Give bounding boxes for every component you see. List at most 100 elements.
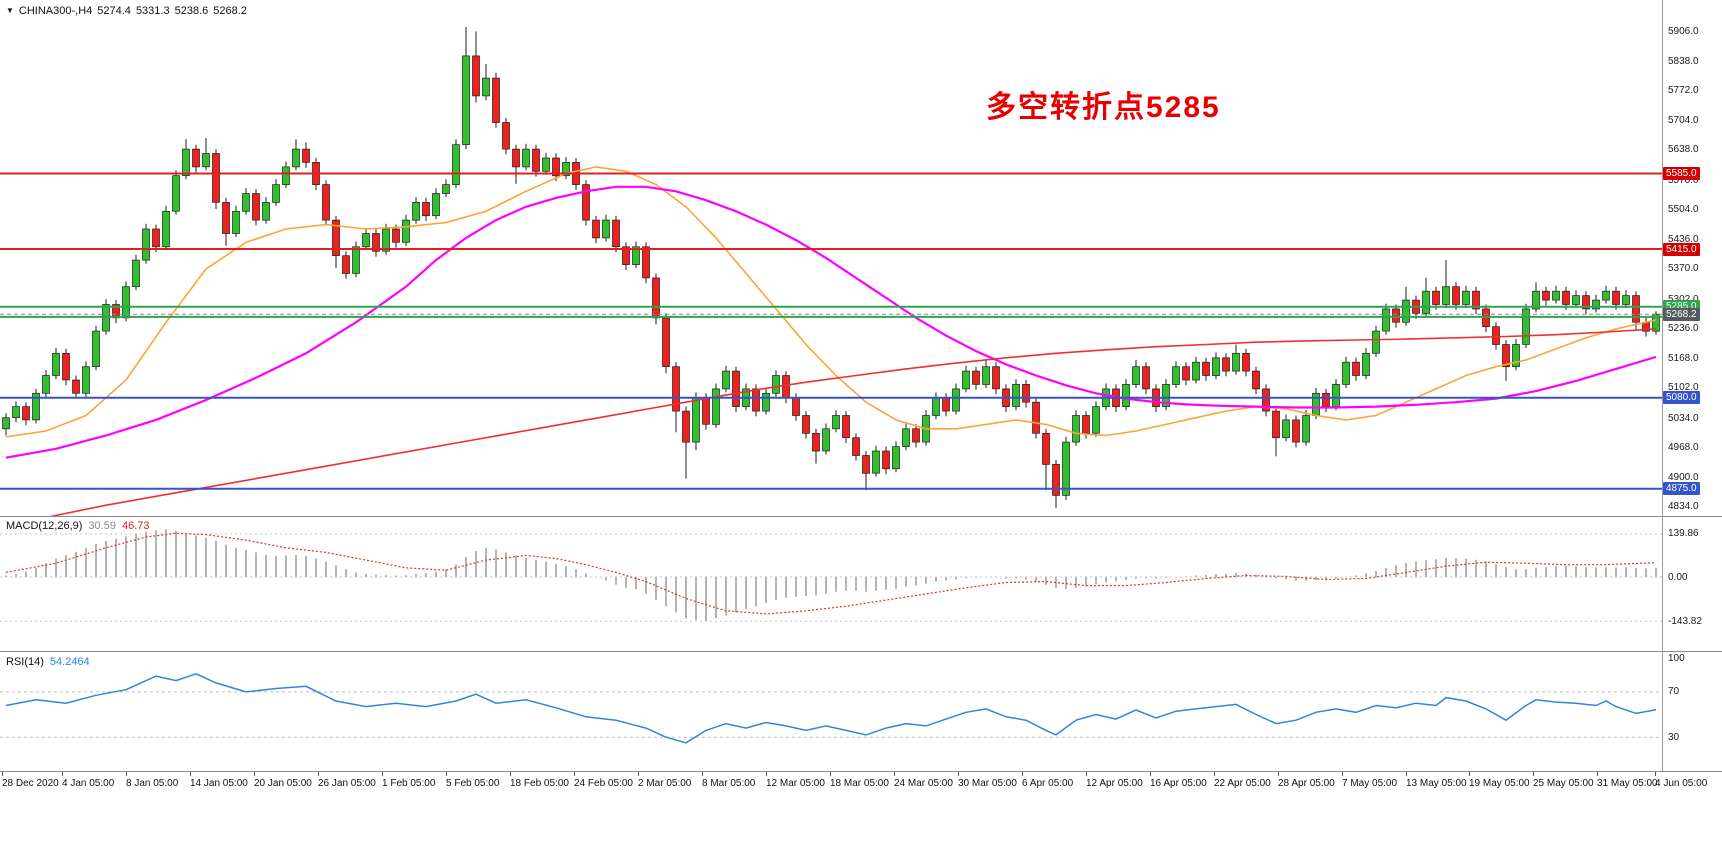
time-axis-label: 22 Apr 05:00 (1214, 778, 1271, 789)
time-axis-label: 14 Jan 05:00 (190, 778, 248, 789)
time-axis-tick (1214, 772, 1215, 776)
time-axis-label: 7 May 05:00 (1342, 778, 1398, 789)
price-tick-label: 5436.0 (1668, 234, 1699, 245)
panel-separator[interactable] (0, 651, 1722, 652)
time-axis-label: 8 Jan 05:00 (126, 778, 179, 789)
time-axis-tick (1655, 772, 1656, 776)
time-axis-label: 31 May 05:00 (1597, 778, 1658, 789)
macd-name: MACD(12,26,9) (6, 520, 83, 532)
price-tick-label: 4900.0 (1668, 472, 1699, 483)
panel-separator[interactable] (0, 516, 1722, 517)
price-tick-label: 5034.0 (1668, 413, 1699, 424)
rsi-name: RSI(14) (6, 656, 44, 668)
time-axis-tick (1597, 772, 1598, 776)
time-axis-tick (766, 772, 767, 776)
time-axis-label: 18 Feb 05:00 (510, 778, 569, 789)
time-axis-label: 8 Mar 05:00 (702, 778, 756, 789)
time-axis-tick (830, 772, 831, 776)
macd-tick-label: 139.86 (1668, 528, 1699, 539)
ohlc-open: 5274.4 (97, 5, 131, 17)
price-tick-label: 5704.0 (1668, 115, 1699, 126)
time-axis-label: 12 Apr 05:00 (1086, 778, 1143, 789)
rsi-line (5, 672, 1657, 744)
price-tick-label: 5570.0 (1668, 175, 1699, 186)
time-axis-tick (638, 772, 639, 776)
time-axis-label: 24 Mar 05:00 (894, 778, 953, 789)
macd-signal-line (5, 532, 1657, 615)
macd-tick-label: -143.82 (1668, 616, 1702, 627)
price-axis[interactable]: 5906.0 5838.0 5772.0 5704.0 5638.0 5570.0 5504… (1662, 0, 1722, 771)
chart-annotation-text: 多空转折点5285 (986, 91, 1221, 124)
ma-slow-red (49, 328, 1657, 516)
time-axis-tick (62, 772, 63, 776)
macd-panel[interactable] (0, 529, 1662, 622)
ohlc-low: 5238.6 (174, 5, 209, 17)
time-axis-label: 4 Jun 05:00 (1655, 778, 1708, 789)
price-tick-label: 5102.0 (1668, 382, 1699, 393)
time-axis-tick (1469, 772, 1470, 776)
rsi-tick-label: 30 (1668, 732, 1680, 743)
price-panel[interactable] (0, 27, 1662, 527)
ohlc-high: 5331.3 (135, 5, 170, 17)
time-axis-label: 18 Mar 05:00 (830, 778, 889, 789)
ohlc-close: 5268.2 (213, 5, 247, 17)
ma-mid-magenta (5, 185, 1657, 459)
price-tick-label: 5504.0 (1668, 204, 1699, 215)
price-tick-label: 5906.0 (1668, 26, 1699, 37)
symbol-name: CHINA300-,H4 (18, 5, 93, 17)
time-axis-label: 2 Mar 05:00 (638, 778, 692, 789)
time-axis-tick (574, 772, 575, 776)
macd-main-value: 30.59 (88, 520, 116, 532)
time-axis-tick (126, 772, 127, 776)
chart-canvas[interactable] (0, 0, 1662, 771)
time-axis-label: 12 Mar 05:00 (766, 778, 825, 789)
price-tick-label: 5838.0 (1668, 56, 1699, 67)
price-tick-label: 5370.0 (1668, 263, 1699, 274)
time-axis-label: 4 Jan 05:00 (62, 778, 115, 789)
time-axis-label: 20 Jan 05:00 (254, 778, 312, 789)
price-badge: 5585.0 (1663, 167, 1700, 180)
symbol-dropdown-icon[interactable]: ▼ (6, 6, 14, 15)
price-tick-label: 5638.0 (1668, 144, 1699, 155)
time-axis-tick (1342, 772, 1343, 776)
rsi-value: 54.2464 (49, 656, 90, 668)
price-badge: 4875.0 (1663, 482, 1700, 495)
time-axis-tick (510, 772, 511, 776)
time-axis-tick (190, 772, 191, 776)
time-axis-tick (446, 772, 447, 776)
time-axis-tick (254, 772, 255, 776)
time-axis-label: 30 Mar 05:00 (958, 778, 1017, 789)
time-axis-label: 26 Jan 05:00 (318, 778, 376, 789)
time-axis-tick (382, 772, 383, 776)
rsi-tick-label: 70 (1668, 686, 1680, 697)
macd-signal-value: 46.73 (121, 520, 150, 532)
time-axis-tick (702, 772, 703, 776)
time-axis-tick (1406, 772, 1407, 776)
current-price-badge: 5268.2 (1663, 308, 1700, 321)
price-tick-label: 5168.0 (1668, 353, 1699, 364)
price-axis-divider (1662, 0, 1663, 771)
time-axis[interactable]: 28 Dec 2020 4 Jan 05:00 8 Jan 05:00 14 Jan … (0, 771, 1722, 797)
time-axis-tick (958, 772, 959, 776)
rsi-tick-label: 100 (1668, 653, 1685, 664)
time-axis-tick (1086, 772, 1087, 776)
price-tick-label: 5302.0 (1668, 293, 1699, 306)
price-tick-label: 5772.0 (1668, 85, 1699, 96)
time-axis-label: 24 Feb 05:00 (574, 778, 633, 789)
time-axis-tick (1150, 772, 1151, 776)
rsi-panel[interactable] (0, 672, 1662, 744)
time-axis-label: 28 Dec 2020 (2, 778, 59, 789)
time-axis-tick (1022, 772, 1023, 776)
panel-separator (0, 771, 1722, 772)
time-axis-label: 16 Apr 05:00 (1150, 778, 1207, 789)
rsi-indicator-label: RSI(14) 54.2464 (6, 656, 90, 668)
time-axis-label: 6 Apr 05:00 (1022, 778, 1074, 789)
price-tick-label: 4968.0 (1668, 442, 1699, 453)
time-axis-tick (1278, 772, 1279, 776)
price-badge: 5415.0 (1663, 243, 1700, 256)
time-axis-label: 1 Feb 05:00 (382, 778, 436, 789)
symbol-info: ▼ CHINA300-,H4 5274.4 5331.3 5238.6 5268.2 (6, 5, 252, 17)
time-axis-tick (2, 772, 3, 776)
time-axis-label: 13 May 05:00 (1406, 778, 1467, 789)
